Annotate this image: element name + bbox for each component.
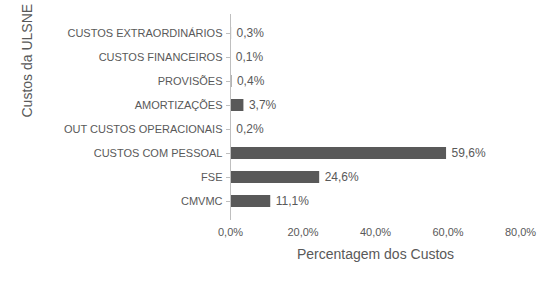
svg-text:0,1%: 0,1%	[236, 50, 264, 64]
svg-text:59,6%: 59,6%	[452, 146, 486, 160]
svg-text:OUT CUSTOS OPERACIONAIS: OUT CUSTOS OPERACIONAIS	[64, 123, 223, 135]
svg-text:3,7%: 3,7%	[249, 98, 277, 112]
svg-text:80,0%: 80,0%	[505, 226, 536, 238]
svg-text:CUSTOS FINANCEIROS: CUSTOS FINANCEIROS	[99, 51, 223, 63]
svg-text:11,1%: 11,1%	[276, 194, 309, 208]
svg-text:20,0%: 20,0%	[287, 226, 318, 238]
svg-text:AMORTIZAÇÕES: AMORTIZAÇÕES	[135, 99, 223, 111]
svg-text:CMVMC: CMVMC	[181, 195, 223, 207]
svg-text:0,3%: 0,3%	[237, 26, 265, 40]
svg-text:Percentagem dos Custos: Percentagem dos Custos	[297, 246, 454, 262]
svg-text:60,0%: 60,0%	[432, 226, 463, 238]
svg-text:CUSTOS COM PESSOAL: CUSTOS COM PESSOAL	[94, 147, 223, 159]
svg-text:FSE: FSE	[201, 171, 222, 183]
svg-text:0,0%: 0,0%	[218, 226, 243, 238]
svg-text:0,4%: 0,4%	[237, 74, 265, 88]
svg-text:0,2%: 0,2%	[236, 122, 264, 136]
svg-text:24,6%: 24,6%	[325, 170, 359, 184]
svg-text:CUSTOS EXTRAORDINÁRIOS: CUSTOS EXTRAORDINÁRIOS	[67, 27, 222, 39]
svg-text:PROVISÕES: PROVISÕES	[158, 75, 223, 87]
svg-text:Custos da ULSNE: Custos da ULSNE	[19, 4, 35, 118]
svg-text:40,0%: 40,0%	[360, 226, 391, 238]
